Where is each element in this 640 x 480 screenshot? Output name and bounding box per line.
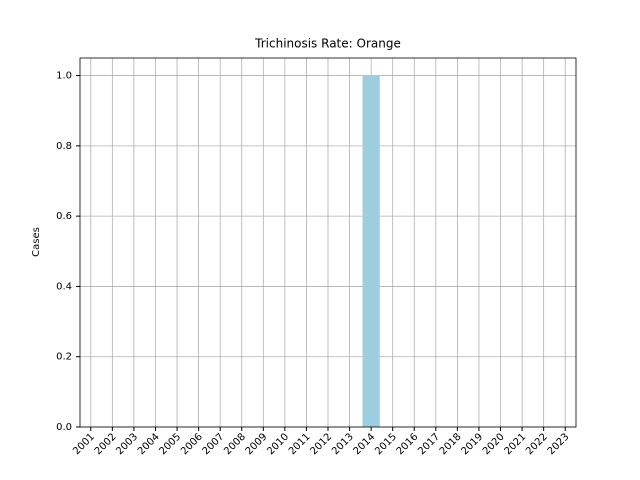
- x-tick-label: 2007: [201, 431, 227, 457]
- y-tick-label: 0.0: [56, 422, 72, 433]
- x-tick-label: 2006: [179, 431, 205, 457]
- x-tick-label: 2014: [352, 431, 378, 457]
- x-tick-label: 2011: [287, 431, 313, 457]
- x-tick-label: 2017: [416, 431, 442, 457]
- x-tick-label: 2018: [438, 431, 464, 457]
- x-tick-label: 2021: [503, 431, 529, 457]
- x-tick-label: 2023: [546, 431, 572, 457]
- y-axis-label: Cases: [31, 227, 42, 257]
- x-tick-label: 2016: [395, 431, 421, 457]
- x-tick-label: 2019: [459, 431, 485, 457]
- y-tick-label: 0.4: [56, 281, 72, 292]
- x-tick-label: 2020: [481, 431, 507, 457]
- plot-frame: [79, 57, 577, 428]
- x-tick-label: 2015: [373, 431, 399, 457]
- x-tick-label: 2010: [265, 431, 291, 457]
- bar: [362, 75, 380, 428]
- x-tick-label: 2012: [308, 431, 334, 457]
- y-tick-label: 1.0: [56, 71, 72, 82]
- x-tick-label: 2002: [93, 431, 119, 457]
- chart-title: Trichinosis Rate: Orange: [254, 37, 401, 51]
- y-tick-label: 0.2: [56, 352, 72, 363]
- x-tick-label: 2009: [244, 431, 270, 457]
- x-tick-label: 2003: [114, 431, 140, 457]
- x-tick-label: 2005: [158, 431, 184, 457]
- x-tick-label: 2004: [136, 431, 162, 457]
- x-tick-label: 2022: [524, 431, 550, 457]
- x-tick-label: 2001: [71, 431, 97, 457]
- y-tick-label: 0.8: [56, 141, 72, 152]
- y-tick-label: 0.6: [56, 211, 72, 222]
- x-tick-label: 2008: [222, 431, 248, 457]
- x-tick-label: 2013: [330, 431, 356, 457]
